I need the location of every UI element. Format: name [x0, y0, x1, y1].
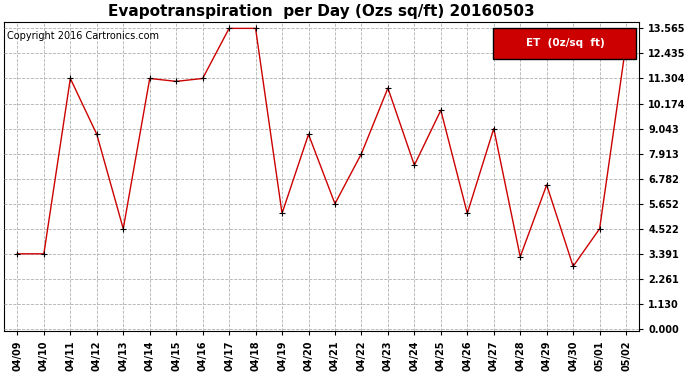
- Text: Copyright 2016 Cartronics.com: Copyright 2016 Cartronics.com: [8, 31, 159, 41]
- Text: ET  (0z/sq  ft): ET (0z/sq ft): [526, 38, 604, 48]
- FancyBboxPatch shape: [493, 28, 636, 59]
- Title: Evapotranspiration  per Day (Ozs sq/ft) 20160503: Evapotranspiration per Day (Ozs sq/ft) 2…: [108, 4, 535, 19]
